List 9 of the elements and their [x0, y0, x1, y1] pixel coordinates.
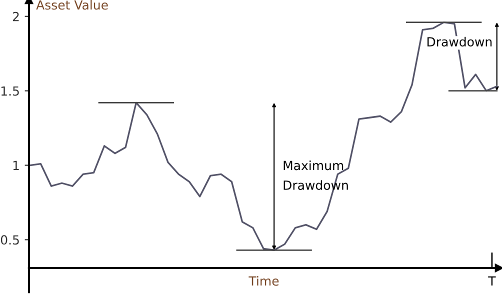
y-tick-label: 0.5 [0, 235, 19, 245]
text: T [488, 276, 496, 286]
line-series [29, 22, 499, 251]
x-axis-title: Time [248, 276, 279, 286]
y-tick-label: 2 [12, 12, 19, 22]
annotation: Drawdown [427, 36, 492, 47]
y-tick-label: 1.5 [1, 86, 19, 96]
y-axis-title: Asset Value [36, 0, 108, 10]
y-tick-label: 1 [13, 160, 19, 170]
